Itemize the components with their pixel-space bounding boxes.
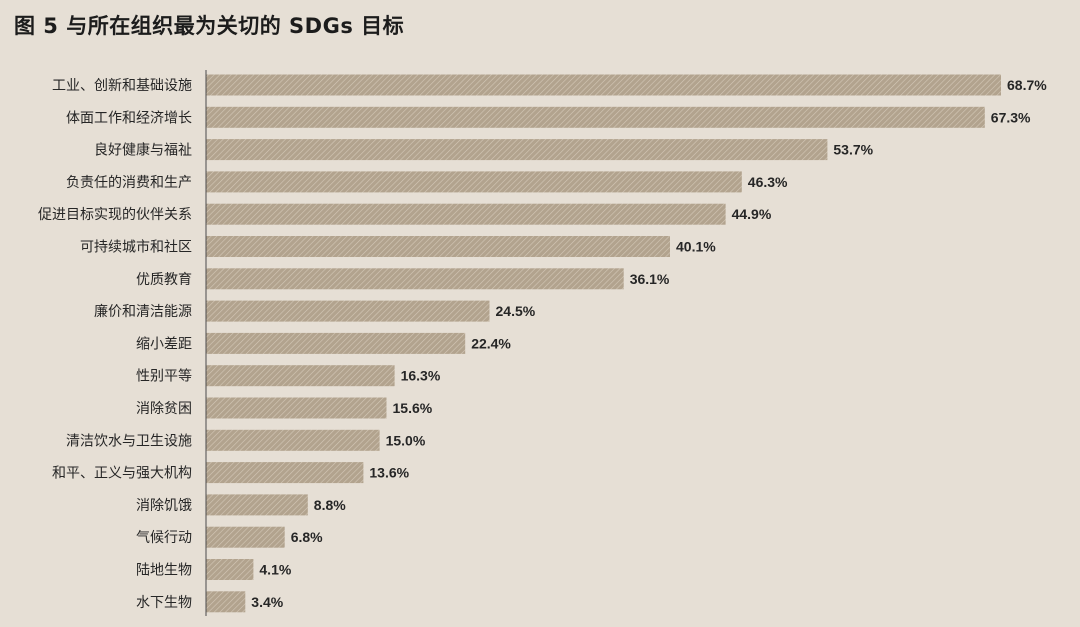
bar-12 xyxy=(206,462,364,484)
value-label-4: 44.9% xyxy=(732,206,772,222)
category-label-8: 缩小差距 xyxy=(136,336,192,352)
value-label-2: 53.7% xyxy=(833,142,873,158)
value-label-1: 67.3% xyxy=(991,109,1031,125)
bar-8 xyxy=(206,332,466,354)
bar-2 xyxy=(206,139,828,161)
bar-16 xyxy=(206,591,246,613)
bar-7 xyxy=(206,300,490,322)
category-label-15: 陆地生物 xyxy=(136,563,192,579)
value-label-11: 15.0% xyxy=(386,432,426,448)
value-label-13: 8.8% xyxy=(314,497,346,513)
category-label-11: 清洁饮水与卫生设施 xyxy=(66,433,192,449)
value-label-8: 22.4% xyxy=(471,335,511,351)
category-label-1: 体面工作和经济增长 xyxy=(66,110,192,126)
category-label-7: 廉价和清洁能源 xyxy=(94,303,192,320)
value-label-9: 16.3% xyxy=(401,368,441,384)
bar-4 xyxy=(206,203,726,225)
value-label-15: 4.1% xyxy=(259,562,291,578)
bar-15 xyxy=(206,559,254,580)
category-label-10: 消除贫困 xyxy=(136,401,192,417)
value-label-7: 24.5% xyxy=(496,303,536,319)
category-label-4: 促进目标实现的伙伴关系 xyxy=(38,207,192,223)
category-label-0: 工业、创新和基础设施 xyxy=(52,77,192,94)
bar-1 xyxy=(206,106,985,128)
chart-title: 图 5 与所在组织最为关切的 SDGs 目标 xyxy=(14,14,405,38)
category-label-16: 水下生物 xyxy=(136,595,192,611)
bar-10 xyxy=(206,397,387,419)
category-label-13: 消除饥饿 xyxy=(136,498,192,514)
category-label-6: 优质教育 xyxy=(136,272,192,288)
category-label-12: 和平、正义与强大机构 xyxy=(52,466,192,482)
bar-0 xyxy=(206,74,1001,96)
value-label-16: 3.4% xyxy=(251,594,283,610)
category-label-5: 可持续城市和社区 xyxy=(80,239,192,256)
value-label-6: 36.1% xyxy=(630,271,670,287)
category-label-14: 气候行动 xyxy=(136,530,192,546)
bar-14 xyxy=(206,526,285,548)
bar-6 xyxy=(206,268,624,290)
category-label-9: 性别平等 xyxy=(136,368,192,385)
value-label-0: 68.7% xyxy=(1007,77,1047,93)
value-label-5: 40.1% xyxy=(676,239,716,255)
value-label-3: 46.3% xyxy=(748,174,788,190)
bars-layer: 工业、创新和基础设施 68.7% 体面工作和经济增长 67.3% 良好健康与福祉 53.7… xyxy=(38,74,1047,613)
category-label-3: 负责任的消费和生产 xyxy=(66,175,192,191)
value-label-12: 13.6% xyxy=(369,465,409,481)
bar-3 xyxy=(206,171,742,193)
bar-9 xyxy=(206,365,395,387)
bar-13 xyxy=(206,494,308,516)
value-label-14: 6.8% xyxy=(291,529,323,545)
category-label-2: 良好健康与福祉 xyxy=(94,142,192,159)
bar-11 xyxy=(206,429,380,451)
value-label-10: 15.6% xyxy=(393,400,433,416)
bar-5 xyxy=(206,236,670,257)
